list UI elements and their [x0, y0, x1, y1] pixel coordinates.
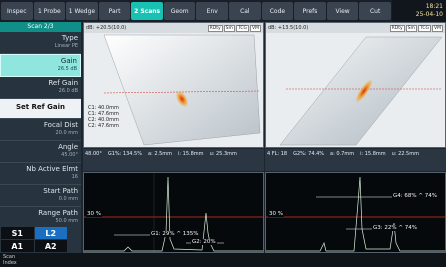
- scan-button[interactable]: TCG: [236, 25, 249, 32]
- reading: u: 25.3mm: [210, 151, 237, 157]
- item-value: 20.0 mm: [0, 129, 78, 137]
- reading: i: 15.8mm: [178, 151, 204, 157]
- reading: u: 22.5mm: [392, 151, 419, 157]
- item-label: Range Path: [0, 209, 78, 217]
- view-key[interactable]: A2: [35, 240, 68, 252]
- ascan-level: 30 %: [268, 211, 284, 217]
- item-value: 0.0 mm: [0, 195, 78, 203]
- item-value: 16: [0, 173, 78, 181]
- tab[interactable]: Cal: [229, 2, 261, 20]
- sscan-image: [84, 33, 263, 147]
- reading: 4 FL: 18: [267, 151, 287, 157]
- tab[interactable]: Part: [99, 2, 131, 20]
- gate-label: G4: 68% ^ 74%: [392, 193, 438, 199]
- readings: 4 FL: 18 G2%: 74.4% a: 0.7mm i: 15.8mm u: 22…: [265, 149, 446, 171]
- gate-label: G1: 29% ^ 135%: [150, 231, 199, 237]
- tab[interactable]: 1 Probe: [34, 2, 66, 20]
- time: 18:21: [392, 3, 443, 11]
- view-key[interactable]: A1: [1, 240, 34, 252]
- date: 25-04-10: [392, 11, 443, 19]
- ascan-trace: [84, 173, 264, 253]
- scan-button[interactable]: TCG: [418, 25, 431, 32]
- ascan-level: 30 %: [86, 211, 102, 217]
- reading: G2%: 74.4%: [293, 151, 324, 157]
- reading: a: 0.7mm: [330, 151, 354, 157]
- view-key[interactable]: S1: [1, 227, 34, 239]
- scan-button[interactable]: RDty: [208, 25, 223, 32]
- tab[interactable]: 1 Wedge: [66, 2, 98, 20]
- panel-header[interactable]: Scan 2/3: [0, 22, 81, 32]
- item-value: 45.00°: [0, 151, 78, 159]
- scan-button[interactable]: VM: [432, 25, 443, 32]
- reading: a: 2.5mm: [148, 151, 172, 157]
- scan-button[interactable]: Sm: [224, 25, 235, 32]
- item-label: Focal Dist: [0, 121, 78, 129]
- item-value: Linear PE: [0, 42, 78, 50]
- item-label: Type: [0, 34, 78, 42]
- panel-button[interactable]: Set Ref Gain: [0, 99, 81, 119]
- ascan-panel: 30 % G4: 68% ^ 74% G3: 22% ^ 74%: [265, 172, 446, 253]
- ascan-trace: [266, 173, 446, 253]
- clock: 18:21 25-04-10: [392, 0, 446, 22]
- scan-button[interactable]: Sm: [406, 25, 417, 32]
- tab[interactable]: Geom: [164, 2, 196, 20]
- item-label: Set Ref Gain: [0, 99, 81, 116]
- view-key[interactable]: L2: [35, 227, 68, 239]
- scan-button[interactable]: VM: [250, 25, 261, 32]
- reading: i: 15.8mm: [360, 151, 386, 157]
- item-label: Gain: [1, 57, 77, 65]
- cursor-value: C2: 47.6mm: [88, 123, 119, 129]
- ascan-panel: 30 % G1: 29% ^ 135% G2: 20%: [83, 172, 264, 253]
- tab[interactable]: Cut: [359, 2, 391, 20]
- tab[interactable]: Prefs: [294, 2, 326, 20]
- item-value: 26.5 dB: [1, 65, 77, 73]
- sscan-image: [266, 33, 445, 147]
- tab[interactable]: Env: [196, 2, 228, 20]
- tab[interactable]: Code: [262, 2, 294, 20]
- scan-gain: dB: +13.5(10.0): [268, 25, 308, 31]
- item-value: 26.0 dB: [0, 87, 78, 95]
- status-line: Index: [3, 260, 443, 266]
- readings: 48.00° G1%: 134.5% a: 2.5mm i: 15.8mm u: 25.…: [83, 149, 264, 171]
- reading: 48.00°: [85, 151, 102, 157]
- tab[interactable]: View: [327, 2, 359, 20]
- item-label: Ref Gain: [0, 79, 78, 87]
- scan-gain: dB: +20.5(10.0): [86, 25, 126, 31]
- tab[interactable]: Inspec: [1, 2, 33, 20]
- gate-label: G2: 20%: [191, 239, 217, 245]
- tab[interactable]: 2 Scans: [131, 2, 163, 20]
- item-label: Nb Active Elmt: [0, 165, 78, 173]
- item-label: Start Path: [0, 187, 78, 195]
- scan-button[interactable]: RDty: [390, 25, 405, 32]
- item-label: Angle: [0, 143, 78, 151]
- device-screen: {"tabs": ["Inspec", "1 Probe", "1 Wedge"…: [0, 0, 446, 267]
- reading: G1%: 134.5%: [108, 151, 142, 157]
- gate-label: G3: 22% ^ 74%: [372, 225, 418, 231]
- item-value: 50.0 mm: [0, 217, 78, 225]
